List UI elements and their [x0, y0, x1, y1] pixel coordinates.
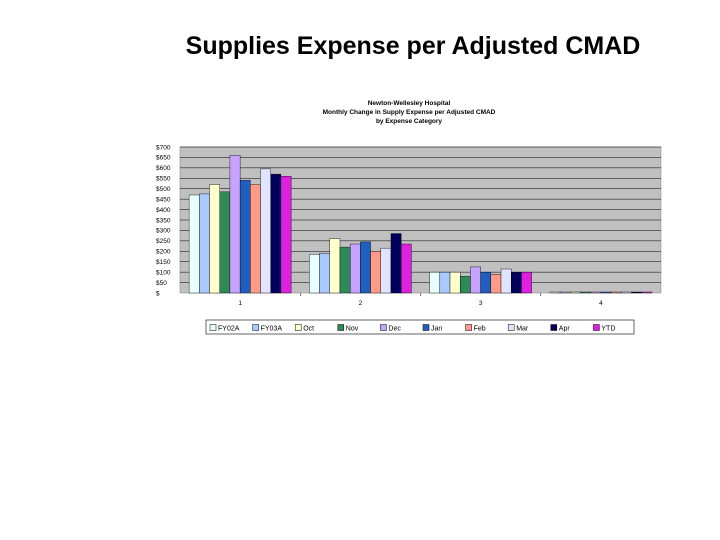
legend-label-oct: Oct: [303, 326, 314, 333]
x-tick-label: 1: [238, 300, 242, 307]
legend-box: [205, 319, 635, 335]
bars: [188, 155, 653, 294]
legend-swatch-oct: [294, 324, 302, 331]
bar-ytd-cat-1: [280, 175, 292, 294]
y-tick-label: $350: [156, 217, 171, 224]
bar-fy02a-cat-1: [188, 194, 200, 294]
bar-feb-cat-2: [370, 251, 381, 294]
bar-jan-cat-2: [360, 241, 371, 294]
bar-feb-cat-3: [490, 274, 502, 294]
bar-oct-cat-1: [209, 184, 220, 294]
legend-label-jan: Jan: [431, 326, 442, 333]
legend-label-apr: Apr: [559, 326, 571, 333]
chart-title-line-3: by Expense Category: [376, 118, 442, 125]
bar-apr-cat-4: [631, 291, 642, 294]
legend-label-ytd: YTD: [601, 326, 615, 333]
y-tick-label: $650: [156, 155, 171, 162]
bar-dec-cat-4: [590, 291, 602, 294]
bar-mar-cat-2: [380, 247, 392, 294]
legend-swatch-nov: [337, 324, 345, 331]
legend-swatch-fy03a: [252, 324, 259, 331]
slide-title: Supplies Expense per Adjusted CMAD: [185, 32, 641, 60]
legend-label-feb: Feb: [474, 326, 486, 333]
y-tick-label: $250: [156, 238, 171, 245]
legend-swatch-feb: [465, 324, 472, 331]
legend-swatch-mar: [507, 324, 515, 331]
bar-mar-cat-4: [621, 291, 632, 294]
legend-label-fy02a: FY02A: [218, 326, 240, 333]
y-tick-label: $150: [156, 259, 171, 266]
y-tick-label: $600: [156, 165, 171, 172]
bar-nov-cat-2: [339, 246, 351, 294]
y-tick-label: $100: [156, 269, 171, 276]
bar-feb-cat-4: [610, 291, 622, 294]
bar-nov-cat-3: [460, 276, 471, 294]
bar-jan-cat-3: [480, 271, 492, 294]
legend: FY02A FY03A Oct Nov Dec Jan Feb Mar Apr YTD: [205, 319, 635, 335]
legend-swatch-jan: [422, 324, 430, 331]
bar-mar-cat-3: [500, 268, 512, 294]
y-tick-label: $550: [156, 176, 171, 183]
bar-oct-cat-2: [329, 238, 341, 294]
bar-jan-cat-1: [239, 180, 251, 294]
y-tick-label: $500: [156, 186, 171, 193]
y-tick-label: $: [156, 290, 160, 297]
legend-swatch-fy02a: [209, 324, 217, 331]
chart-title-line-2: Monthly Change in Supply Expense per Adj…: [323, 109, 496, 116]
bar-dec-cat-2: [349, 243, 361, 294]
chart-title: Newton-Wellesley Hospital Monthly Change…: [323, 100, 496, 125]
bar-apr-cat-3: [511, 271, 522, 294]
x-axis: 1 2 3 4: [238, 293, 603, 307]
legend-swatch-ytd: [593, 324, 600, 331]
x-tick-label: 3: [479, 300, 483, 307]
bar-jan-cat-4: [600, 291, 612, 294]
bar-nov-cat-4: [580, 291, 591, 294]
bar-ytd-cat-4: [641, 291, 653, 294]
legend-swatch-apr: [550, 324, 558, 331]
chart-title-line-1: Newton-Wellesley Hospital: [368, 100, 451, 107]
y-tick-label: $400: [156, 207, 171, 214]
bar-mar-cat-1: [260, 168, 271, 294]
x-tick-label: 4: [599, 300, 603, 307]
y-tick-label: $450: [156, 196, 171, 203]
y-tick-label: $200: [156, 249, 171, 256]
bar-oct-cat-4: [570, 291, 581, 294]
bar-oct-cat-3: [449, 271, 461, 294]
bar-fy03a-cat-2: [319, 253, 330, 294]
bar-nov-cat-1: [219, 191, 231, 294]
x-tick-label: 2: [359, 300, 363, 307]
bar-apr-cat-1: [270, 173, 282, 294]
bar-dec-cat-3: [470, 266, 481, 294]
bar-fy02a-cat-4: [549, 291, 561, 294]
bar-fy03a-cat-1: [199, 193, 210, 294]
bar-fy02a-cat-3: [429, 271, 441, 294]
y-tick-label: $700: [156, 144, 171, 151]
legend-label-dec: Dec: [388, 326, 401, 333]
bar-feb-cat-1: [250, 184, 261, 294]
legend-label-mar: Mar: [516, 326, 529, 333]
bar-ytd-cat-2: [400, 243, 412, 294]
bar-apr-cat-2: [390, 233, 402, 294]
bar-fy03a-cat-3: [439, 271, 451, 294]
legend-swatch-dec: [380, 324, 387, 331]
bar-fy03a-cat-4: [559, 291, 571, 294]
y-axis: $ $50 $100 $150 $200 $250 $300 $350 $400 $450 $500…: [156, 144, 171, 297]
y-tick-label: $300: [156, 228, 171, 235]
legend-label-fy03a: FY03A: [261, 326, 283, 333]
bar-fy02a-cat-2: [309, 254, 320, 294]
bar-dec-cat-1: [229, 155, 241, 294]
legend-label-nov: Nov: [346, 326, 359, 333]
bar-ytd-cat-3: [521, 271, 532, 294]
y-tick-label: $50: [156, 280, 167, 287]
